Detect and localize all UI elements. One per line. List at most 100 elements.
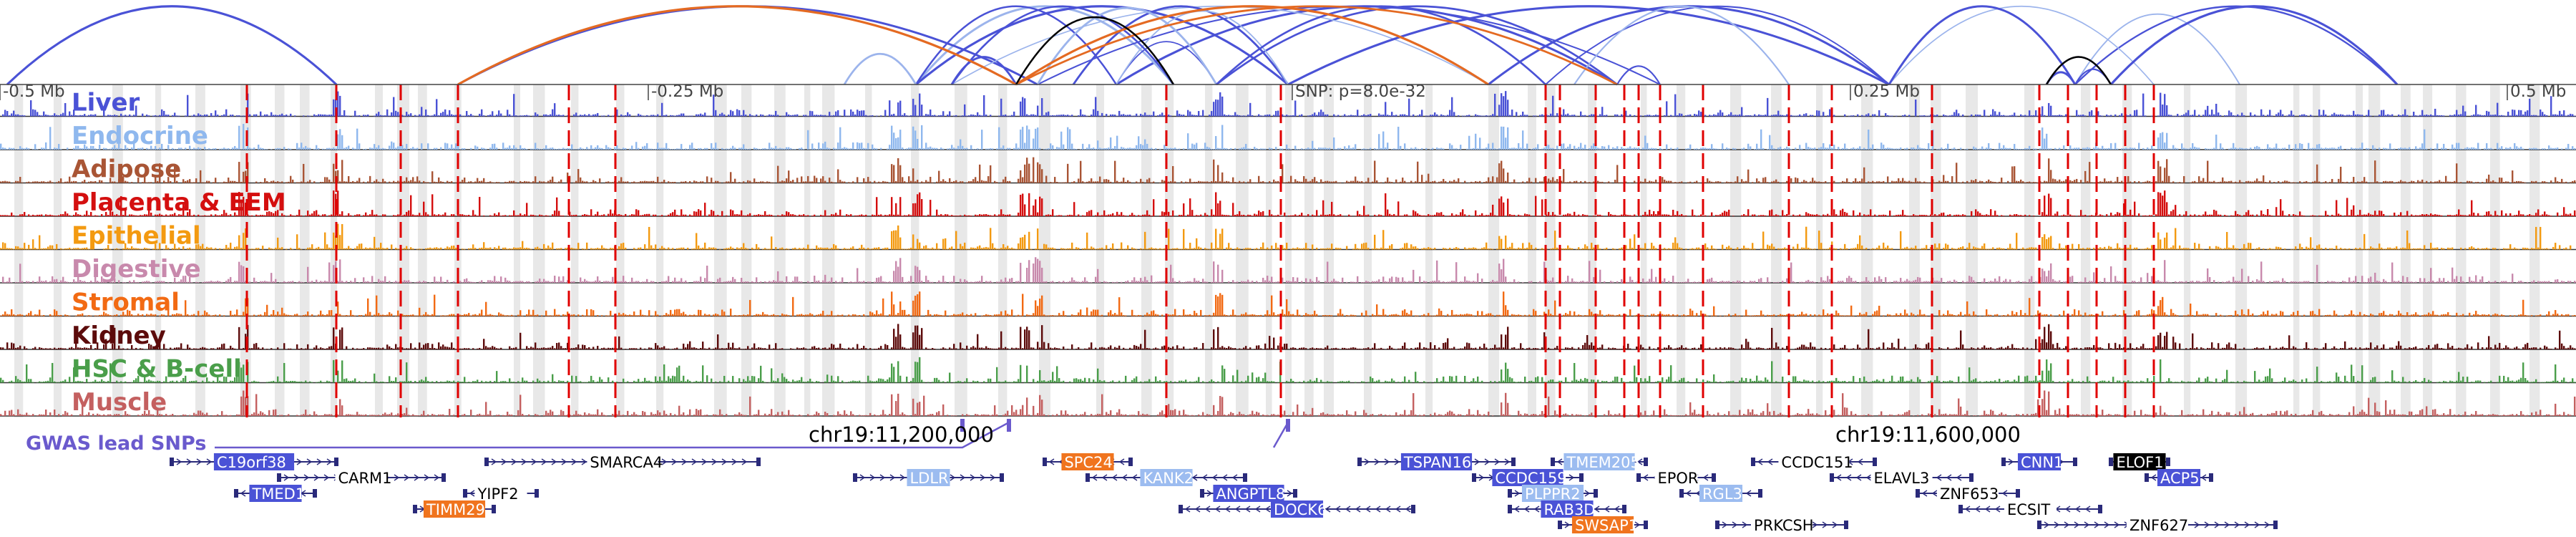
signal-peak [2336, 148, 2338, 150]
signal-peak [1449, 180, 1451, 183]
signal-peak [833, 182, 835, 183]
signal-peak [49, 115, 52, 117]
signal-peak [1777, 215, 1780, 216]
signal-peak [105, 211, 107, 216]
signal-peak [994, 247, 996, 250]
signal-peak [2022, 115, 2024, 117]
signal-peak [565, 148, 567, 150]
signal-peak [1239, 180, 1241, 183]
signal-peak [661, 246, 663, 250]
signal-peak [509, 180, 511, 183]
signal-peak [2250, 112, 2252, 117]
signal-peak [2338, 213, 2340, 216]
signal-peak [1593, 181, 1595, 183]
signal-peak [2170, 211, 2172, 216]
signal-peak [223, 210, 225, 216]
signal-peak [833, 243, 835, 250]
signal-peak [1191, 143, 1194, 150]
signal-peak [1584, 145, 1586, 150]
signal-peak [2243, 115, 2245, 117]
signal-peak [1071, 115, 1073, 117]
signal-peak [1473, 247, 1475, 250]
signal-peak [427, 182, 429, 183]
signal-peak [438, 248, 440, 250]
signal-peak [232, 180, 234, 183]
signal-peak [1578, 147, 1580, 150]
signal-peak [1116, 135, 1118, 150]
signal-peak [1548, 115, 1550, 117]
signal-peak [702, 247, 704, 250]
signal-peak [1344, 146, 1346, 150]
signal-peak [1889, 248, 1891, 250]
signal-peak [1535, 247, 1537, 250]
signal-peak [374, 115, 376, 117]
signal-peak [839, 209, 841, 216]
signal-peak [2312, 147, 2314, 150]
signal-peak [1986, 180, 1988, 183]
highlight-band [533, 84, 545, 417]
signal-peak [1662, 177, 1664, 183]
signal-peak [2091, 182, 2093, 183]
signal-peak [977, 180, 979, 183]
signal-peak [908, 248, 910, 250]
signal-peak [1653, 147, 1655, 150]
signal-peak [730, 209, 732, 216]
signal-peak [2406, 148, 2409, 150]
signal-peak [2020, 179, 2022, 183]
signal-peak [462, 180, 464, 183]
signal-peak [1646, 115, 1649, 117]
signal-peak [1543, 147, 1546, 150]
signal-peak [1249, 248, 1252, 250]
signal-peak [449, 147, 451, 150]
signal-peak [2033, 148, 2035, 150]
signal-peak [854, 114, 857, 117]
signal-peak [2516, 146, 2518, 150]
signal-peak [1908, 180, 1911, 183]
signal-peak [676, 115, 678, 117]
signal-peak [1301, 148, 1303, 150]
signal-peak [2190, 147, 2192, 150]
signal-peak [283, 115, 286, 117]
signal-peak [1700, 214, 1702, 216]
signal-peak [1093, 147, 1095, 150]
signal-peak [1636, 147, 1638, 150]
signal-peak [1672, 242, 1674, 250]
signal-peak [2443, 181, 2445, 183]
signal-peak [504, 247, 507, 250]
signal-peak [1376, 148, 1378, 150]
signal-peak [633, 149, 635, 150]
signal-peak [2484, 148, 2486, 150]
signal-peak [431, 171, 434, 183]
signal-peak [661, 181, 663, 183]
signal-peak [32, 109, 34, 117]
signal-peak [213, 115, 215, 117]
signal-peak [530, 148, 532, 150]
signal-peak [94, 114, 97, 117]
signal-peak [831, 248, 833, 250]
signal-peak [670, 213, 672, 216]
signal-peak [2355, 115, 2357, 117]
signal-peak [1020, 101, 1022, 117]
signal-peak [1136, 113, 1138, 117]
signal-peak [2417, 180, 2419, 183]
signal-peak [1209, 248, 1211, 250]
signal-peak [1490, 115, 1492, 117]
signal-peak [1101, 112, 1103, 117]
signal-peak [444, 109, 447, 117]
signal-peak [1769, 210, 1771, 216]
signal-peak [552, 242, 554, 250]
signal-peak [2110, 180, 2112, 183]
signal-peak [234, 180, 236, 183]
signal-peak [837, 142, 839, 150]
signal-peak [1962, 114, 1964, 117]
signal-peak [2033, 182, 2035, 183]
signal-peak [1842, 248, 1844, 250]
signal-peak [1260, 246, 1262, 250]
signal-peak [215, 214, 217, 216]
signal-peak [1831, 147, 1833, 150]
signal-peak [1387, 177, 1389, 183]
signal-peak [1374, 147, 1376, 150]
signal-peak [1550, 180, 1552, 183]
signal-peak [1106, 114, 1108, 117]
signal-peak [2106, 115, 2108, 117]
